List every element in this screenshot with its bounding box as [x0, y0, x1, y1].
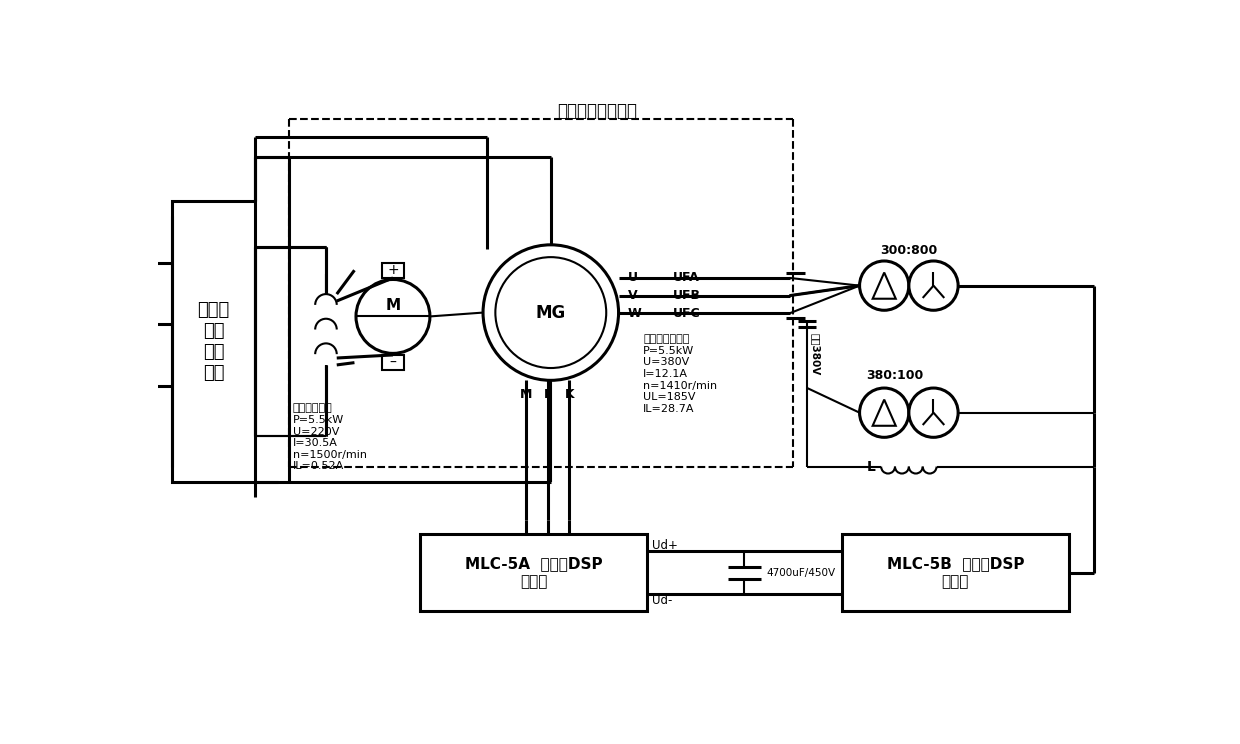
Text: M: M	[386, 298, 401, 313]
Text: MLC-5B  电网侧DSP
控制器: MLC-5B 电网侧DSP 控制器	[887, 557, 1024, 589]
Bar	[420, 534, 647, 612]
Text: U: U	[627, 272, 637, 284]
Text: 风力机
特性
模拟
装置: 风力机 特性 模拟 装置	[197, 301, 229, 382]
Circle shape	[484, 245, 619, 380]
Circle shape	[859, 261, 909, 310]
Text: –: –	[389, 356, 397, 370]
Bar	[382, 263, 404, 278]
Text: 他励直流电机
P=5.5kW
U=220V
I=30.5A
n=1500r/min
IL=0.52A: 他励直流电机 P=5.5kW U=220V I=30.5A n=1500r/mi…	[293, 403, 367, 472]
Text: L: L	[867, 460, 875, 474]
Circle shape	[909, 261, 959, 310]
Text: K: K	[564, 388, 574, 401]
Text: M: M	[520, 388, 532, 401]
Text: MLC-5A  转子侧DSP
控制器: MLC-5A 转子侧DSP 控制器	[465, 557, 603, 589]
Text: 它励380V: 它励380V	[810, 333, 820, 375]
Text: MG: MG	[536, 304, 565, 321]
Text: L: L	[543, 388, 552, 401]
Bar	[172, 201, 255, 482]
Text: 300:800: 300:800	[880, 245, 937, 257]
Bar	[382, 355, 404, 371]
Text: UFC: UFC	[672, 307, 701, 320]
Text: UFB: UFB	[672, 289, 701, 302]
Text: 双馈风力发电机组: 双馈风力发电机组	[557, 102, 637, 120]
Text: 4700uF/450V: 4700uF/450V	[766, 568, 836, 578]
Text: 380:100: 380:100	[867, 369, 924, 382]
Text: +: +	[387, 263, 399, 278]
Text: Ud-: Ud-	[652, 594, 672, 607]
Circle shape	[495, 257, 606, 368]
Text: 交流励磁发电机
P=5.5kW
U=380V
I=12.1A
n=1410r/min
UL=185V
IL=28.7A: 交流励磁发电机 P=5.5kW U=380V I=12.1A n=1410r/m…	[644, 334, 717, 414]
Bar	[842, 534, 1069, 612]
Text: UFA: UFA	[672, 272, 699, 284]
Text: V: V	[627, 289, 637, 302]
Text: W: W	[627, 307, 641, 320]
Circle shape	[356, 280, 430, 353]
Text: Ud+: Ud+	[652, 539, 677, 551]
Circle shape	[909, 388, 959, 437]
Circle shape	[859, 388, 909, 437]
